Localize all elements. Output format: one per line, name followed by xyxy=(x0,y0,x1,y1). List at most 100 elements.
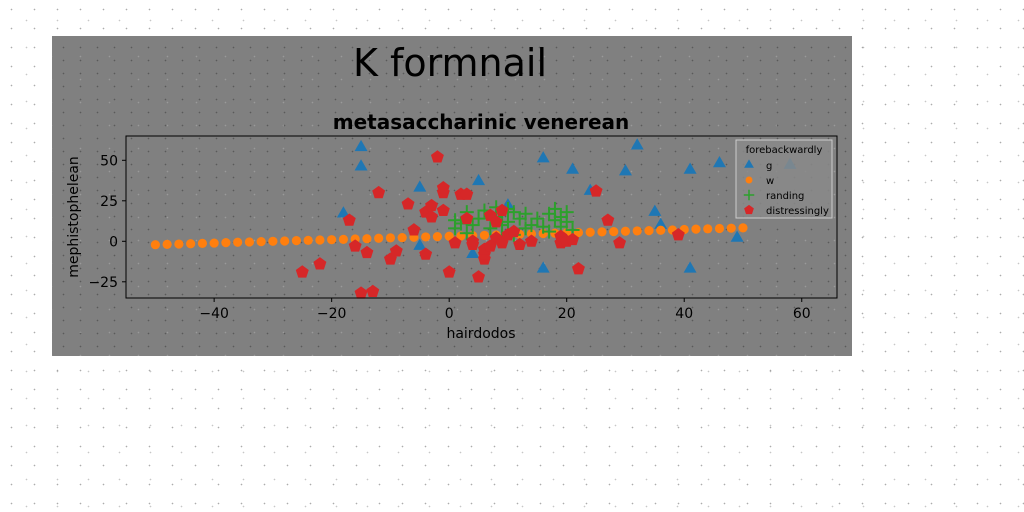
legend-label: randing xyxy=(766,191,804,202)
data-point xyxy=(401,197,415,210)
data-point xyxy=(354,139,368,152)
data-point xyxy=(425,198,439,212)
x-tick-label: 60 xyxy=(793,306,811,322)
data-point xyxy=(712,156,726,168)
data-point xyxy=(436,181,450,194)
data-point xyxy=(630,138,644,150)
data-point xyxy=(654,217,668,229)
data-point xyxy=(656,225,666,235)
data-point xyxy=(413,180,427,192)
x-axis-label: hairdodos xyxy=(446,326,515,342)
legend-marker xyxy=(743,189,755,201)
legend-item-w: w xyxy=(745,176,774,187)
data-point xyxy=(609,226,619,237)
axes-frame xyxy=(125,135,838,299)
data-point xyxy=(280,236,290,246)
data-point xyxy=(571,262,585,275)
series-distressingly xyxy=(295,150,685,299)
data-point xyxy=(472,173,486,186)
data-point xyxy=(354,286,368,299)
data-point xyxy=(465,218,480,233)
data-point xyxy=(730,230,744,242)
data-point xyxy=(374,233,384,243)
data-point xyxy=(726,223,736,233)
data-point xyxy=(479,230,490,240)
legend-title: forebackwardly xyxy=(746,145,823,156)
data-point xyxy=(209,238,219,248)
y-tick-label: 25 xyxy=(100,194,118,210)
data-point xyxy=(530,211,545,226)
x-tick-label: 20 xyxy=(558,306,576,322)
data-point xyxy=(547,201,562,216)
data-point xyxy=(342,213,356,226)
data-point xyxy=(256,237,266,247)
data-point xyxy=(518,221,533,236)
data-point xyxy=(336,206,350,218)
data-point xyxy=(413,238,427,250)
data-point xyxy=(483,239,497,252)
data-point xyxy=(671,228,685,241)
data-point xyxy=(295,265,309,278)
data-point xyxy=(566,232,580,246)
y-tick-label: −25 xyxy=(88,275,118,291)
figure-suptitle: K formnail xyxy=(353,41,547,85)
data-point xyxy=(483,221,498,236)
data-point xyxy=(362,234,372,244)
data-point xyxy=(313,257,327,270)
data-point xyxy=(683,162,697,174)
data-point xyxy=(466,237,480,251)
y-axis-label: mephistophelean xyxy=(66,156,82,278)
data-point xyxy=(589,184,603,197)
data-point xyxy=(597,227,607,237)
data-point xyxy=(397,232,407,243)
data-point xyxy=(691,224,701,234)
figure: K formnail metasaccharinic venerean −40−… xyxy=(52,36,852,356)
y-tick-label: 50 xyxy=(100,153,118,169)
data-point xyxy=(489,215,503,228)
legend-item-g: g xyxy=(744,159,772,172)
data-point xyxy=(186,239,196,249)
data-point xyxy=(268,236,278,246)
data-point xyxy=(460,211,474,225)
data-point xyxy=(421,232,431,242)
data-point xyxy=(506,205,521,220)
legend-label: g xyxy=(766,161,772,172)
legend-marker xyxy=(745,176,753,184)
data-point xyxy=(425,210,439,223)
scatter-chart: K formnail metasaccharinic venerean −40−… xyxy=(66,41,838,342)
plot-area xyxy=(150,138,797,299)
x-tick-label: −20 xyxy=(317,306,347,322)
data-point xyxy=(430,150,444,163)
legend: forebackwardly gw randing distressingly xyxy=(735,139,833,219)
data-point xyxy=(559,214,574,229)
data-point xyxy=(174,239,184,249)
data-point xyxy=(618,164,632,176)
data-point xyxy=(714,223,725,234)
data-point xyxy=(407,223,421,236)
data-point xyxy=(197,238,207,249)
data-point xyxy=(703,224,713,234)
x-tick-label: −40 xyxy=(199,306,229,322)
data-point xyxy=(536,151,550,163)
data-point xyxy=(683,261,697,273)
data-point xyxy=(315,235,325,245)
data-point xyxy=(513,237,527,251)
data-point xyxy=(644,226,654,236)
data-point xyxy=(221,237,231,248)
data-point xyxy=(460,187,474,200)
data-point xyxy=(389,244,403,257)
data-point xyxy=(436,203,450,217)
data-point xyxy=(366,284,380,298)
legend-marker xyxy=(744,159,754,168)
data-point xyxy=(162,239,172,249)
data-point xyxy=(613,236,627,249)
data-point xyxy=(585,227,595,237)
data-point xyxy=(738,223,748,233)
legend-marker xyxy=(744,204,754,215)
data-point xyxy=(500,214,515,229)
legend-item-randing: randing xyxy=(743,189,804,202)
data-point xyxy=(385,233,396,243)
y-axis: −25 0 25 50 xyxy=(88,153,126,291)
data-point xyxy=(338,234,349,244)
legend-label: distressingly xyxy=(766,206,829,217)
